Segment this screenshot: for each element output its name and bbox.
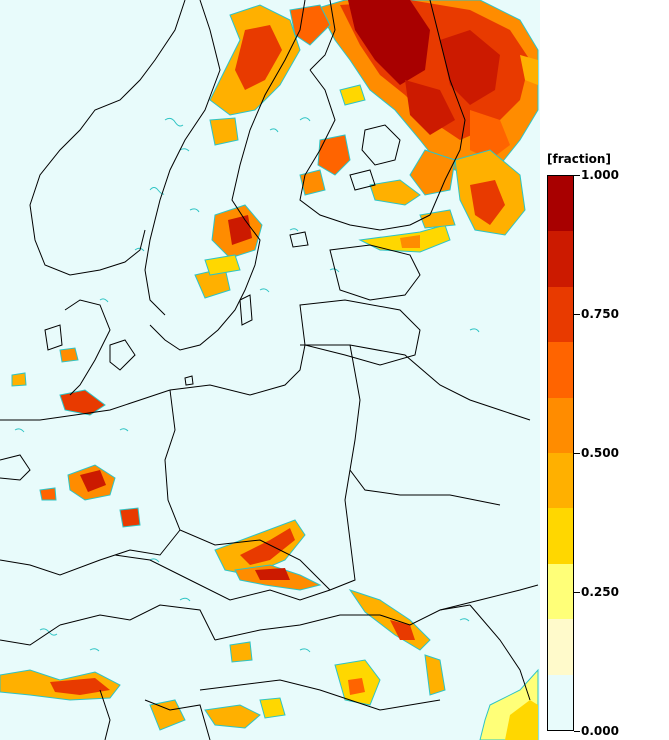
map-svg	[0, 0, 539, 740]
patch-germany-central	[39, 464, 141, 528]
coastlines-borders	[0, 0, 539, 740]
map-panel	[0, 0, 540, 740]
legend-swatch	[548, 674, 573, 730]
patch-alps	[0, 641, 286, 731]
legend-colorbar	[547, 175, 574, 731]
legend-tick	[574, 592, 580, 593]
patch-norway-north	[209, 4, 331, 146]
legend-swatch	[548, 175, 573, 232]
patch-gulf-band	[358, 209, 456, 253]
patch-sweden-central	[194, 204, 263, 299]
legend-tick	[574, 731, 580, 732]
patch-finland-lakes	[299, 84, 421, 206]
legend-swatch	[548, 452, 573, 509]
patch-southeast	[479, 668, 539, 740]
legend: [fraction] 1.000 0.750 0.500 0.250 0.000	[540, 0, 669, 740]
fraction-field	[0, 0, 539, 740]
legend-swatch	[548, 619, 573, 675]
patch-sudetes	[214, 519, 322, 591]
patch-carpathians	[334, 589, 446, 706]
legend-swatch	[548, 508, 573, 564]
legend-swatch	[548, 231, 573, 287]
legend-label: 0.750	[581, 307, 619, 321]
legend-tick	[574, 314, 580, 315]
patch-north-finland	[317, 0, 539, 176]
patch-denmark	[11, 347, 106, 416]
legend-label: 0.000	[581, 724, 619, 738]
legend-tick	[574, 453, 580, 454]
legend-swatch	[548, 397, 573, 453]
legend-title: [fraction]	[547, 152, 611, 166]
legend-swatch	[548, 563, 573, 620]
legend-swatch	[548, 286, 573, 343]
legend-tick	[574, 175, 580, 176]
legend-label: 0.500	[581, 446, 619, 460]
legend-label: 0.250	[581, 585, 619, 599]
patch-east-finland	[409, 149, 526, 236]
legend-label: 1.000	[581, 168, 619, 182]
legend-swatch	[548, 342, 573, 398]
